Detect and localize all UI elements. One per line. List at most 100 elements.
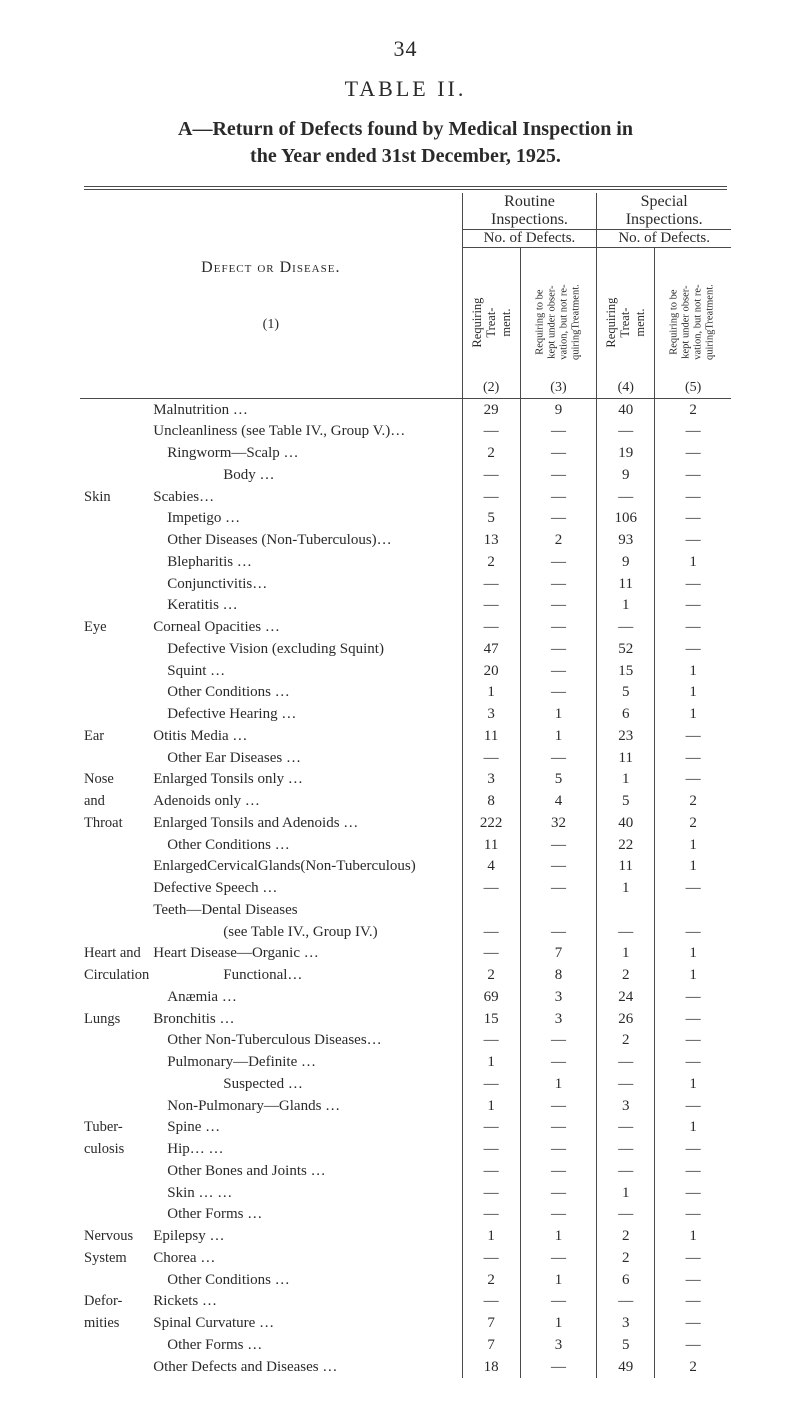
cell-col5: [655, 899, 731, 921]
cell-col4: 106: [597, 508, 655, 530]
cell-col3: —: [520, 1095, 597, 1117]
cell-col5: 1: [655, 551, 731, 573]
cell-col3: 1: [520, 704, 597, 726]
row-group-label: [80, 1182, 153, 1204]
cell-col2: —: [462, 921, 520, 943]
cell-col2: —: [462, 464, 520, 486]
cell-col2: —: [462, 747, 520, 769]
row-defect-label: Blepharitis …: [153, 551, 462, 573]
cell-col4: —: [597, 1291, 655, 1313]
cell-col2: 29: [462, 399, 520, 421]
row-defect-label: Non-Pulmonary—Glands …: [153, 1095, 462, 1117]
table-row: SkinScabies…————: [80, 486, 731, 508]
cell-col2: —: [462, 421, 520, 443]
row-group-label: [80, 443, 153, 465]
cell-col5: —: [655, 769, 731, 791]
cell-col2: [462, 899, 520, 921]
cell-col4: 40: [597, 399, 655, 421]
cell-col4: 40: [597, 812, 655, 834]
row-defect-label: Corneal Opacities …: [153, 617, 462, 639]
cell-col2: —: [462, 1182, 520, 1204]
table-body: Malnutrition …299402Uncleanliness (see T…: [80, 399, 731, 1378]
row-defect-label: Anæmia …: [153, 986, 462, 1008]
table-row: CirculationFunctional…2821: [80, 965, 731, 987]
table-row: LungsBronchitis …15326—: [80, 1008, 731, 1030]
cell-col5: 1: [655, 1226, 731, 1248]
table-row: NervousEpilepsy …1121: [80, 1226, 731, 1248]
col3-label: Requiring to be kept under obser- vation…: [534, 285, 582, 361]
row-group-label: [80, 1160, 153, 1182]
table-row: Defective Speech …——1—: [80, 878, 731, 900]
row-defect-label: Enlarged Tonsils only …: [153, 769, 462, 791]
cell-col4: 2: [597, 1030, 655, 1052]
row-defect-label: (see Table IV., Group IV.): [153, 921, 462, 943]
col-num-2: (2): [463, 380, 520, 396]
table-row: Suspected …—1—1: [80, 1073, 731, 1095]
row-defect-label: Heart Disease—Organic …: [153, 943, 462, 965]
row-defect-label: Uncleanliness (see Table IV., Group V.)…: [153, 421, 462, 443]
cell-col4: 5: [597, 1334, 655, 1356]
row-defect-label: EnlargedCervicalGlands(Non-Tuberculous): [153, 856, 462, 878]
row-group-label: [80, 530, 153, 552]
row-defect-label: Defective Hearing …: [153, 704, 462, 726]
row-group-label: [80, 1030, 153, 1052]
col4-rot: Requiring Treat- ment. (4): [597, 248, 655, 399]
row-group-label: System: [80, 1247, 153, 1269]
row-defect-label: Other Ear Diseases …: [153, 747, 462, 769]
col2-rot: Requiring Treat- ment. (2): [462, 248, 520, 399]
cell-col5: —: [655, 878, 731, 900]
cell-col2: —: [462, 486, 520, 508]
routine-heading-text: Routine Inspections.: [491, 193, 568, 228]
row-defect-label: Other Forms …: [153, 1334, 462, 1356]
table-row: Defor-Rickets …————: [80, 1291, 731, 1313]
col4-label: Requiring Treat- ment.: [604, 294, 647, 351]
row-group-label: [80, 682, 153, 704]
table-row: (see Table IV., Group IV.)————: [80, 921, 731, 943]
cell-col5: —: [655, 617, 731, 639]
cell-col5: —: [655, 921, 731, 943]
row-defect-label: Other Forms …: [153, 1204, 462, 1226]
cell-col3: 1: [520, 1313, 597, 1335]
cell-col4: 3: [597, 1313, 655, 1335]
table-row: Non-Pulmonary—Glands …1—3—: [80, 1095, 731, 1117]
cell-col3: —: [520, 551, 597, 573]
row-group-label: [80, 1334, 153, 1356]
row-group-label: mities: [80, 1313, 153, 1335]
defect-or-disease-heading: Defect or Disease. (1): [80, 193, 462, 399]
cell-col5: —: [655, 443, 731, 465]
table-row: EnlargedCervicalGlands(Non-Tuberculous)4…: [80, 856, 731, 878]
row-defect-label: Spinal Curvature …: [153, 1313, 462, 1335]
cell-col2: 3: [462, 704, 520, 726]
cell-col3: 1: [520, 725, 597, 747]
cell-col5: 1: [655, 682, 731, 704]
row-defect-label: Body …: [153, 464, 462, 486]
cell-col3: —: [520, 747, 597, 769]
cell-col2: 20: [462, 660, 520, 682]
cell-col4: 6: [597, 1269, 655, 1291]
cell-col4: 2: [597, 1247, 655, 1269]
row-defect-label: Conjunctivitis…: [153, 573, 462, 595]
table-row: Other Conditions …1—51: [80, 682, 731, 704]
row-defect-label: Impetigo …: [153, 508, 462, 530]
cell-col2: 1: [462, 1052, 520, 1074]
row-defect-label: Suspected …: [153, 1073, 462, 1095]
row-group-label: [80, 421, 153, 443]
cell-col5: —: [655, 1008, 731, 1030]
row-defect-label: Other Conditions …: [153, 682, 462, 704]
row-defect-label: Ringworm—Scalp …: [153, 443, 462, 465]
cell-col4: 5: [597, 682, 655, 704]
cell-col2: 8: [462, 791, 520, 813]
cell-col3: —: [520, 660, 597, 682]
cell-col4: —: [597, 1117, 655, 1139]
row-group-label: [80, 899, 153, 921]
cell-col3: —: [520, 1247, 597, 1269]
cell-col2: 69: [462, 986, 520, 1008]
row-defect-label: Scabies…: [153, 486, 462, 508]
row-defect-label: Other Conditions …: [153, 1269, 462, 1291]
row-defect-label: Keratitis …: [153, 595, 462, 617]
cell-col2: 3: [462, 769, 520, 791]
row-group-label: Skin: [80, 486, 153, 508]
cell-col4: —: [597, 1052, 655, 1074]
cell-col5: —: [655, 595, 731, 617]
row-defect-label: Otitis Media …: [153, 725, 462, 747]
